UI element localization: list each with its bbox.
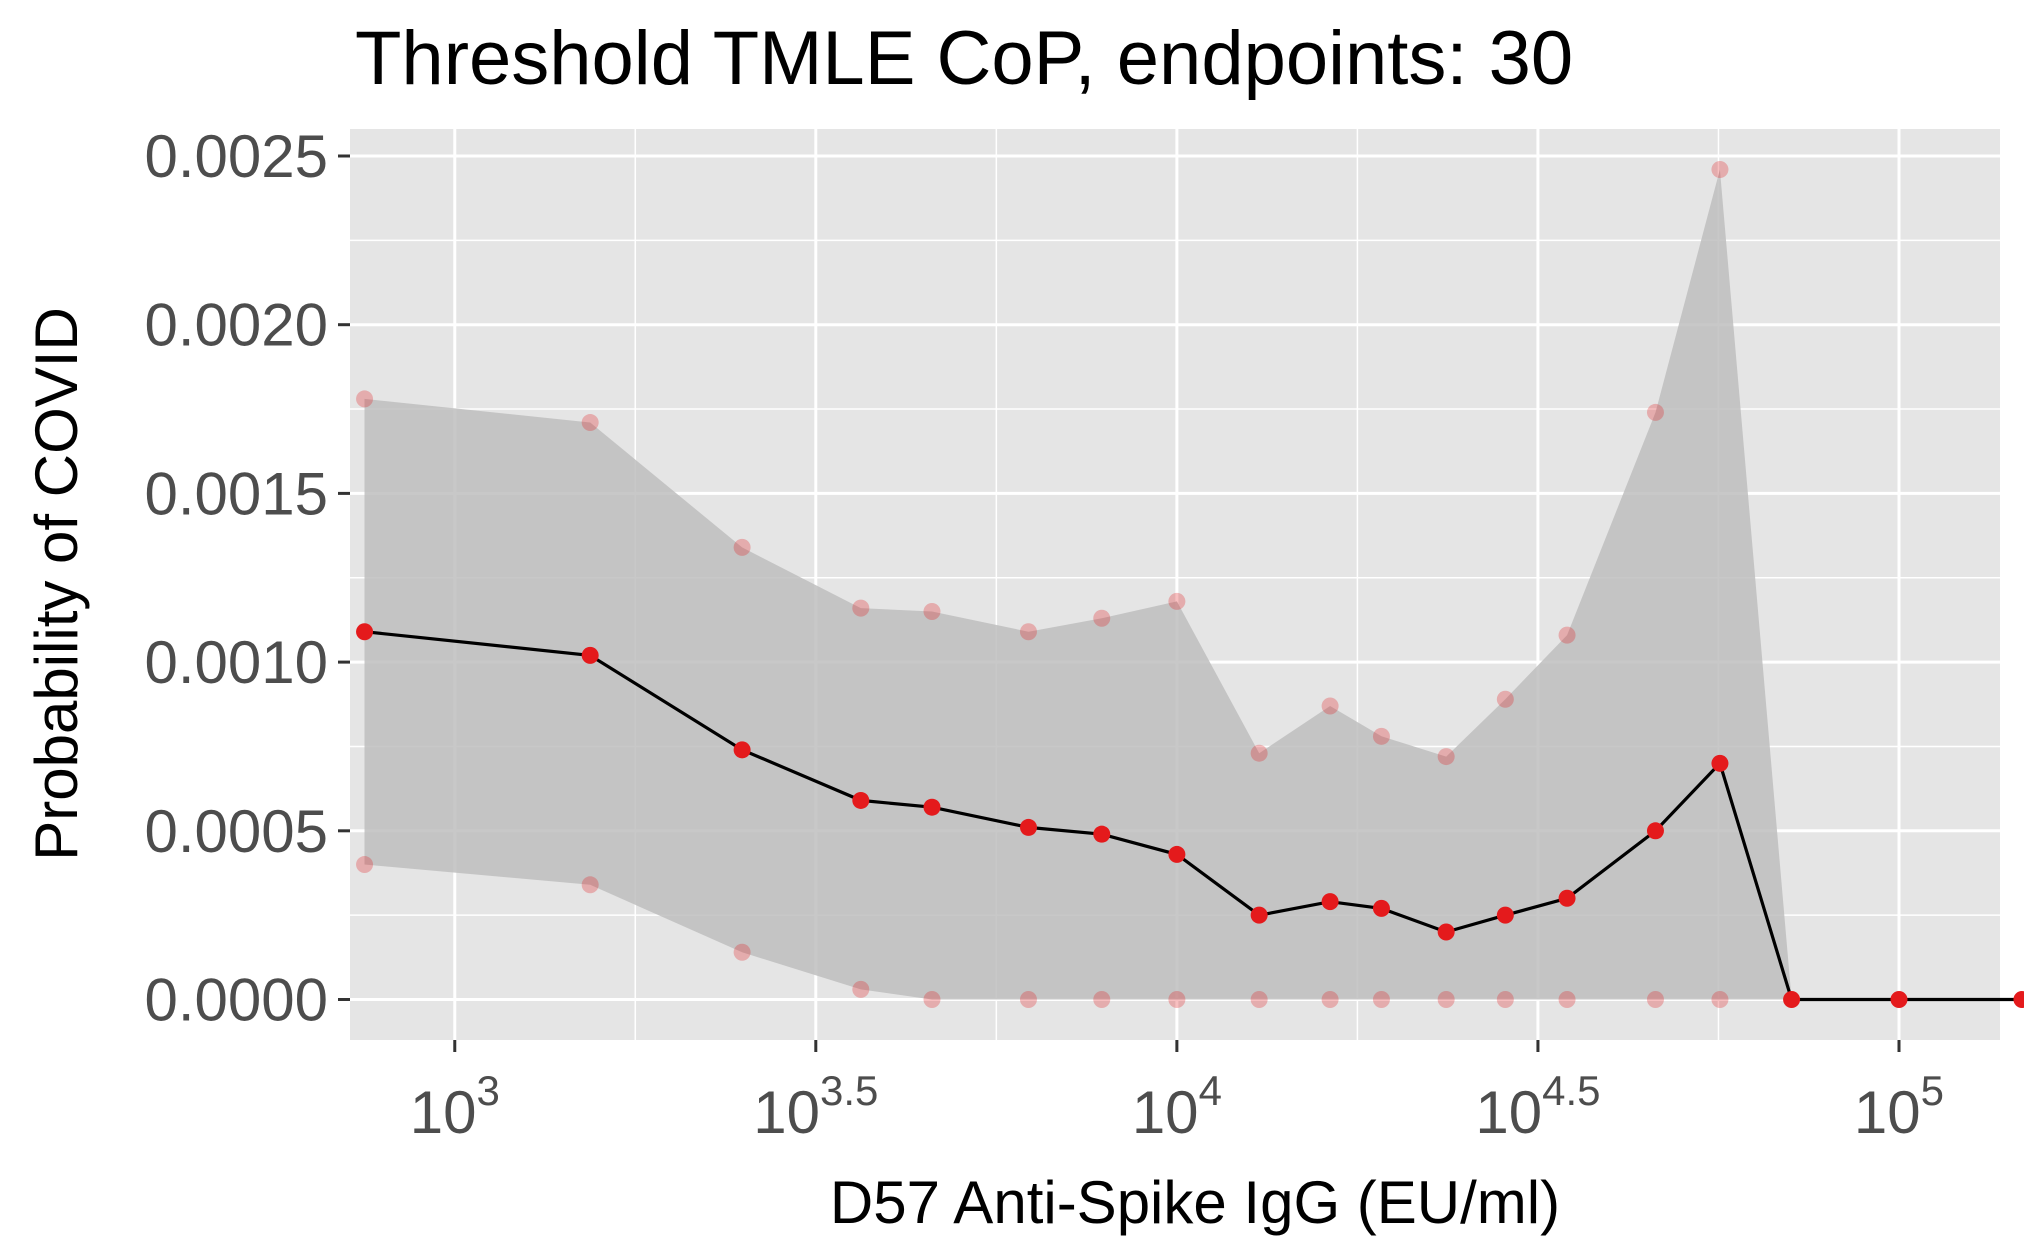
- ci-lower-point: [1019, 991, 1037, 1009]
- estimate-point: [1558, 889, 1576, 907]
- ci-lower-point: [1372, 991, 1390, 1009]
- estimate-point: [1890, 991, 1908, 1009]
- ci-upper-point: [733, 538, 751, 556]
- ci-upper-point: [923, 602, 941, 620]
- x-axis: 103 103.5 104 104.5 105: [410, 1040, 1944, 1146]
- ci-upper-point: [1437, 748, 1455, 766]
- ci-lower-point: [1711, 991, 1729, 1009]
- ci-upper-point: [1646, 403, 1664, 421]
- y-tick-label: 0.0020: [144, 292, 328, 359]
- y-tick-label: 0.0025: [144, 123, 328, 190]
- x-tick-exponent: 3.5: [820, 1067, 878, 1114]
- estimate-point: [1711, 754, 1729, 772]
- y-axis: 0.0000 0.0005 0.0010 0.0015 0.0020 0.0025: [144, 123, 350, 1034]
- ci-lower-point: [1250, 991, 1268, 1009]
- x-tick-exponent: 4: [1199, 1067, 1222, 1114]
- x-tick-label: 103.5: [753, 1067, 878, 1146]
- y-tick-label: 0.0005: [144, 798, 328, 865]
- estimate-point: [1019, 818, 1037, 836]
- chart-title: Threshold TMLE CoP, endpoints: 30: [355, 16, 1573, 101]
- estimate-point: [1646, 822, 1664, 840]
- estimate-point: [1496, 906, 1514, 924]
- ci-lower-point: [1168, 991, 1186, 1009]
- x-tick-label: 104.5: [1475, 1067, 1600, 1146]
- ci-upper-point: [1711, 160, 1729, 178]
- ci-lower-point: [852, 980, 870, 998]
- ci-lower-point: [581, 876, 599, 894]
- estimate-point: [1321, 893, 1339, 911]
- ci-upper-point: [852, 599, 870, 617]
- ci-lower-point: [1437, 991, 1455, 1009]
- ci-upper-point: [1372, 727, 1390, 745]
- y-tick-label: 0.0000: [144, 967, 328, 1034]
- y-tick-label: 0.0015: [144, 460, 328, 527]
- estimate-point: [923, 798, 941, 816]
- ci-lower-point: [1321, 991, 1339, 1009]
- x-tick-base: 10: [1132, 1079, 1199, 1146]
- y-axis-title: Probability of COVID: [23, 307, 90, 861]
- x-tick-label: 105: [1854, 1067, 1944, 1146]
- ci-lower-point: [356, 856, 374, 874]
- estimate-point: [1437, 923, 1455, 941]
- estimate-point: [2013, 991, 2024, 1009]
- estimate-point: [1783, 991, 1801, 1009]
- ci-lower-point: [923, 991, 941, 1009]
- estimate-point: [1168, 845, 1186, 863]
- ci-lower-point: [1646, 991, 1664, 1009]
- estimate-point: [1250, 906, 1268, 924]
- x-tick-exponent: 3: [476, 1067, 499, 1114]
- x-tick-label: 104: [1132, 1067, 1222, 1146]
- plot-panel: [350, 129, 2024, 1040]
- ci-upper-point: [581, 414, 599, 432]
- ci-upper-point: [1496, 690, 1514, 708]
- x-tick-base: 10: [1854, 1079, 1921, 1146]
- y-tick-label: 0.0010: [144, 629, 328, 696]
- ci-upper-point: [1250, 744, 1268, 762]
- x-tick-label: 103: [410, 1067, 500, 1146]
- estimate-point: [852, 791, 870, 809]
- estimate-point: [1372, 899, 1390, 917]
- x-axis-title: D57 Anti-Spike IgG (EU/ml): [830, 1169, 1560, 1236]
- ci-lower-point: [1558, 991, 1576, 1009]
- x-tick-base: 10: [753, 1079, 820, 1146]
- estimate-point: [1093, 825, 1111, 843]
- ci-upper-point: [1558, 626, 1576, 644]
- x-tick-base: 10: [410, 1079, 477, 1146]
- ci-lower-point: [1093, 991, 1111, 1009]
- x-tick-exponent: 4.5: [1542, 1067, 1600, 1114]
- estimate-point: [581, 646, 599, 664]
- ci-upper-point: [1093, 609, 1111, 627]
- ci-upper-point: [1019, 623, 1037, 641]
- ci-upper-point: [1168, 592, 1186, 610]
- estimate-point: [356, 623, 374, 641]
- ci-lower-point: [733, 943, 751, 961]
- ci-lower-point: [1496, 991, 1514, 1009]
- ci-upper-point: [1321, 697, 1339, 715]
- confidence-band: [364, 169, 2022, 1000]
- ci-upper-point: [356, 390, 374, 408]
- x-tick-base: 10: [1475, 1079, 1542, 1146]
- x-tick-exponent: 5: [1921, 1067, 1944, 1114]
- estimate-point: [733, 741, 751, 759]
